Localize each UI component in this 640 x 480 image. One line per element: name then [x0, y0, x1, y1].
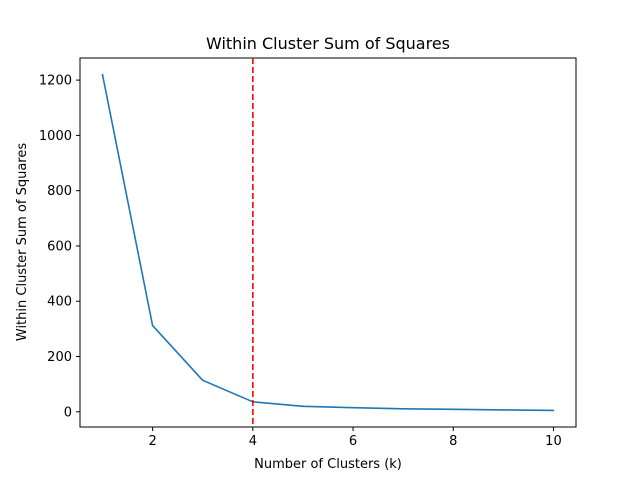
y-tick-label: 600	[47, 239, 72, 254]
data-point	[402, 407, 404, 410]
data-point	[452, 408, 455, 411]
x-tick-label: 6	[349, 434, 357, 449]
x-axis: 2 4 6 8 10	[149, 427, 562, 449]
x-axis-label: Number of Clusters (k)	[254, 457, 402, 472]
data-point	[302, 405, 304, 408]
y-tick-label: 1200	[39, 74, 72, 89]
data-point	[552, 409, 555, 412]
y-tick-label: 400	[47, 295, 72, 310]
y-tick-label: 800	[47, 184, 72, 199]
y-axis: 0 200 400 600 800 1000 1200	[39, 74, 80, 420]
data-point	[502, 409, 505, 411]
data-point	[101, 73, 104, 76]
data-point	[352, 406, 354, 409]
wcss-series-line	[101, 74, 554, 412]
x-tick-label: 2	[149, 434, 157, 449]
x-tick-label: 10	[545, 434, 562, 449]
plot-frame	[79, 57, 577, 428]
data-point	[201, 379, 204, 382]
chart-title: Within Cluster Sum of Squares	[206, 34, 450, 53]
data-point	[151, 324, 154, 327]
y-tick-label: 1000	[39, 129, 72, 144]
plot-area	[79, 57, 577, 428]
x-tick-label: 4	[249, 434, 257, 449]
y-tick-label: 200	[47, 350, 72, 365]
y-axis-label: Within Cluster Sum of Squares	[15, 143, 30, 341]
series-layer	[101, 58, 555, 427]
x-tick-label: 8	[449, 434, 457, 449]
y-tick-label: 0	[64, 405, 72, 420]
